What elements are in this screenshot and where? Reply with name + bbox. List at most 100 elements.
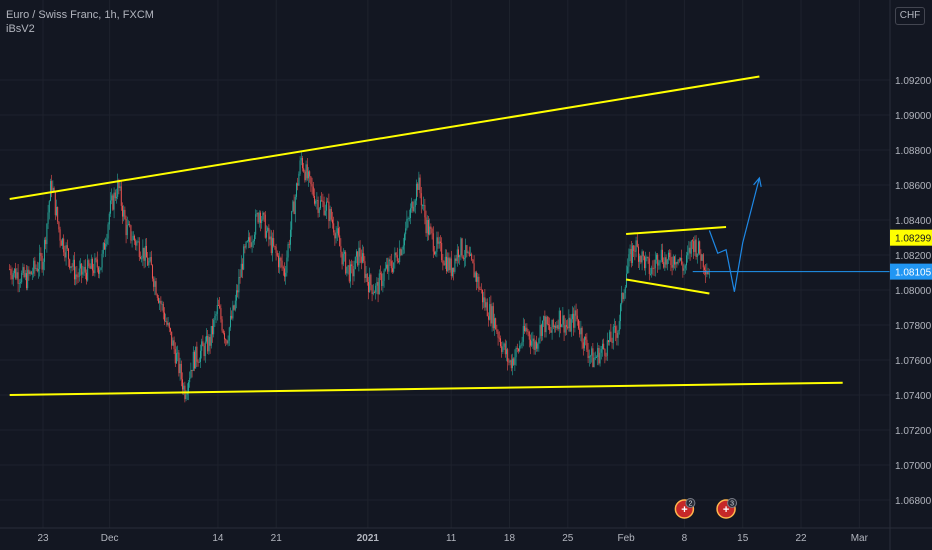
candle-body: [270, 236, 272, 254]
currency-button[interactable]: CHF: [895, 7, 925, 25]
candle-body: [391, 268, 393, 272]
candle-body: [702, 254, 704, 268]
candle-body: [13, 268, 15, 274]
event-count-bubble: [727, 498, 738, 508]
candle-body: [672, 256, 674, 268]
candle-body: [40, 252, 42, 256]
candle-body: [42, 261, 44, 270]
candle-body: [256, 213, 258, 215]
candle-body: [23, 267, 25, 278]
candle-body: [707, 271, 709, 275]
candle-body: [630, 248, 632, 263]
candle-body: [73, 259, 75, 280]
candle-body: [153, 278, 155, 287]
candle-body: [325, 201, 327, 211]
candle-body: [586, 339, 588, 350]
candle-body: [414, 200, 416, 207]
candle-body: [321, 200, 323, 202]
candle-body: [118, 179, 120, 188]
candle-body: [377, 282, 379, 295]
candle-body: [371, 285, 373, 294]
candle-body: [318, 208, 320, 213]
candle-body: [171, 331, 173, 346]
candle-body: [31, 273, 33, 275]
candle-body: [234, 300, 236, 310]
candle-body: [485, 302, 487, 308]
candle-body: [127, 224, 129, 225]
candle-body: [633, 245, 635, 251]
candle-body: [617, 330, 619, 338]
candle-body: [522, 325, 524, 342]
candle-body: [279, 257, 281, 268]
candle-body: [67, 248, 69, 260]
candle-body: [346, 266, 348, 274]
candle-body: [558, 310, 560, 330]
candle-body: [552, 319, 554, 328]
candle-body: [303, 168, 305, 172]
candle-body: [585, 336, 587, 340]
candle-body: [570, 319, 572, 332]
candle-body: [94, 258, 96, 274]
candle-body: [35, 268, 37, 270]
candle-body: [395, 252, 397, 256]
candle-body: [555, 325, 557, 329]
candle-body: [597, 348, 599, 358]
candle-body: [420, 193, 422, 206]
x-tick-label: 14: [212, 533, 224, 544]
candle-body: [111, 195, 113, 201]
candle-body: [599, 352, 601, 364]
candle-body: [193, 351, 195, 369]
candle-body: [66, 245, 68, 249]
candle-body: [651, 267, 653, 274]
y-tick-label: 1.06800: [895, 496, 932, 507]
candle-body: [573, 313, 575, 328]
candle-body: [365, 273, 367, 278]
candle-body: [91, 259, 93, 271]
candle-body: [456, 249, 458, 261]
candle-body: [432, 233, 434, 252]
candle-body: [145, 245, 147, 258]
candle-body: [351, 264, 353, 267]
candle-body: [645, 257, 647, 269]
candle-body: [507, 349, 509, 362]
candle-body: [574, 310, 576, 328]
candle-body: [408, 218, 410, 219]
candle-body: [174, 349, 176, 364]
candle-body: [376, 282, 378, 286]
candle-body: [468, 252, 470, 256]
trendline-wedge-bottom: [625, 278, 710, 295]
candle-body: [149, 257, 151, 262]
x-tick-label: 18: [504, 533, 516, 544]
candle-body: [515, 347, 517, 358]
candle-body: [409, 208, 411, 219]
candle-body: [34, 260, 36, 269]
candle-body: [682, 264, 684, 271]
candle-body: [382, 280, 384, 286]
candle-body: [642, 251, 644, 257]
candle-body: [421, 205, 423, 206]
candle-body: [353, 269, 355, 277]
y-tick-label: 1.07600: [895, 356, 932, 367]
candle-body: [481, 289, 483, 303]
price-label: 1.08105: [895, 268, 932, 279]
candle-body: [168, 323, 170, 329]
candle-body: [450, 258, 452, 276]
candle-body: [285, 272, 287, 277]
candle-body: [65, 245, 67, 258]
candle-body: [82, 271, 84, 275]
trendline-upper-channel: [9, 75, 760, 200]
candle-body: [580, 327, 582, 335]
candle-body: [426, 219, 428, 234]
candle-body: [647, 256, 649, 259]
candle-body: [55, 207, 57, 216]
x-tick-label: 22: [795, 533, 807, 544]
candle-body: [387, 264, 389, 272]
candle-body: [427, 219, 429, 235]
candle-body: [695, 239, 697, 258]
candle-body: [330, 208, 332, 220]
candle-body: [235, 290, 237, 301]
candle-body: [220, 308, 222, 320]
candle-body: [685, 255, 687, 266]
